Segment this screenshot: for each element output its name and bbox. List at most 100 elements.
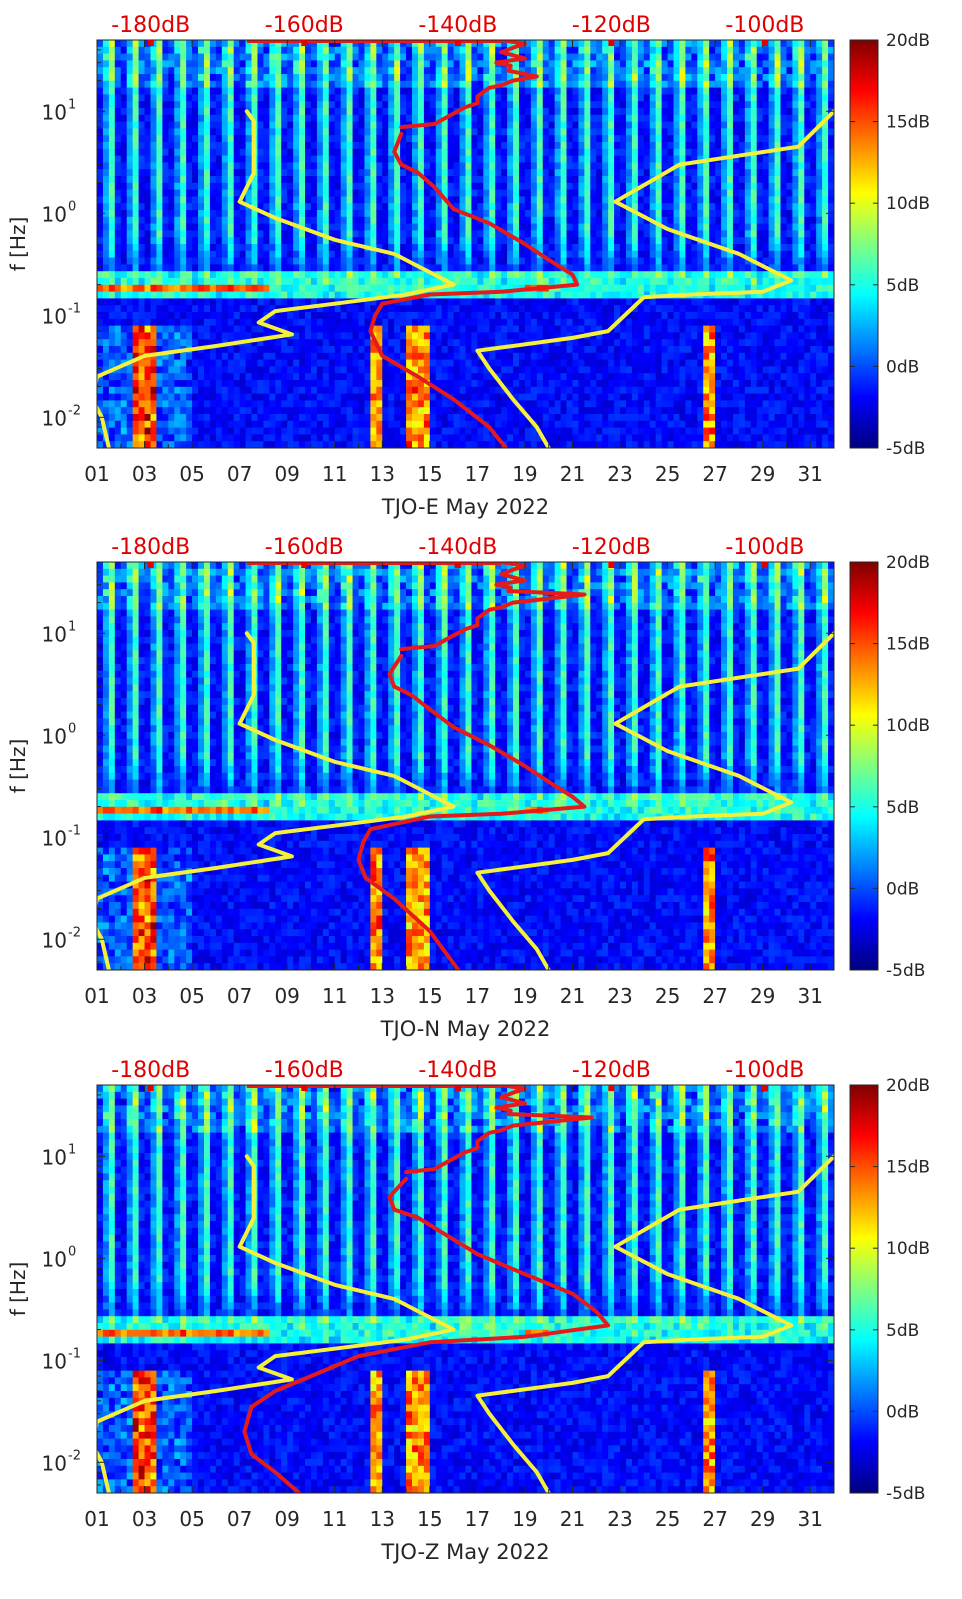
series-line-2	[475, 631, 834, 970]
x-tick-label: 25	[655, 1507, 680, 1531]
x-tick-label: 23	[607, 984, 632, 1008]
series-line-2	[475, 109, 834, 448]
x-tick-label: 05	[179, 1507, 204, 1531]
x-tick-label: 17	[465, 1507, 490, 1531]
top-tick-mark	[147, 40, 154, 46]
colorbar-tick-label: 5dB	[886, 1321, 919, 1341]
x-tick-label: 13	[370, 1507, 395, 1531]
x-tick-label: 05	[179, 984, 204, 1008]
top-tick-label: -100dB	[725, 1058, 804, 1083]
series-line-1	[97, 631, 456, 970]
colorbar-tick-label: 20dB	[886, 1076, 930, 1096]
y-tick-label: 10	[42, 202, 67, 226]
x-tick-label: 11	[322, 984, 347, 1008]
x-tick-label: 31	[797, 462, 822, 486]
series-line-2	[475, 1154, 834, 1493]
x-tick-label: 21	[560, 462, 585, 486]
spectrogram-heatmap	[97, 562, 834, 970]
series-line-3	[356, 653, 587, 970]
colorbar: -5dB 0dB 5dB 10dB 15dB 20dB	[849, 31, 930, 459]
top-tick-mark	[608, 40, 615, 46]
y-tick-label: 10	[42, 724, 67, 748]
spectrogram-heatmap	[97, 1085, 834, 1493]
y-axis-label: f [Hz]	[6, 217, 30, 272]
x-tick-label: 05	[179, 462, 204, 486]
spectrogram-heatmap	[97, 40, 834, 448]
top-tick-label: -120dB	[572, 1058, 651, 1083]
x-tick-label: 29	[750, 984, 775, 1008]
top-tick-mark	[454, 562, 461, 568]
x-axis-label: TJO-Z May 2022	[380, 1540, 549, 1564]
series-line-4	[399, 40, 539, 130]
top-tick-label: -100dB	[725, 13, 804, 38]
series-line-3	[242, 1176, 611, 1493]
x-tick-label: 27	[702, 1507, 727, 1531]
colorbar-tick-label: 0dB	[886, 879, 919, 899]
colorbar-tick-label: 20dB	[886, 31, 930, 51]
top-tick-label: -160dB	[265, 1058, 344, 1083]
top-tick-mark	[608, 562, 615, 568]
x-tick-label: 11	[322, 462, 347, 486]
top-tick-mark	[301, 562, 308, 568]
y-tick-exponent: -2	[68, 403, 81, 418]
top-tick-label: -180dB	[111, 1058, 190, 1083]
series-line-1	[97, 1154, 456, 1493]
series-line-1	[97, 109, 456, 448]
y-tick-label: 10	[42, 826, 67, 850]
x-tick-label: 11	[322, 1507, 347, 1531]
colorbar-scale	[849, 39, 879, 449]
top-tick-label: -160dB	[265, 535, 344, 560]
colorbar-tick-label: 20dB	[886, 553, 930, 573]
y-tick-label: 10	[42, 622, 67, 646]
y-tick-label: 10	[42, 1451, 67, 1475]
top-tick-label: -180dB	[111, 535, 190, 560]
x-tick-label: 23	[607, 462, 632, 486]
x-tick-label: 15	[417, 1507, 442, 1531]
top-tick-mark	[454, 40, 461, 46]
top-tick-label: -100dB	[725, 535, 804, 560]
series-line-3	[368, 131, 580, 448]
colorbar-tick-label: -5dB	[886, 1484, 925, 1504]
y-tick-label: 10	[42, 1247, 67, 1271]
y-tick-label: 10	[42, 100, 67, 124]
colorbar-scale	[849, 561, 879, 971]
y-tick-label: 10	[42, 1349, 67, 1373]
y-axis-label: f [Hz]	[6, 739, 30, 794]
x-tick-label: 09	[274, 462, 299, 486]
x-tick-label: 25	[655, 462, 680, 486]
y-tick-exponent: 0	[68, 721, 76, 736]
colorbar-tick-label: 5dB	[886, 276, 919, 296]
top-tick-label: -160dB	[265, 13, 344, 38]
x-tick-label: 25	[655, 984, 680, 1008]
y-tick-exponent: 0	[68, 1244, 76, 1259]
colorbar: -5dB 0dB 5dB 10dB 15dB 20dB	[849, 1076, 930, 1504]
top-tick-label: -140dB	[418, 1058, 497, 1083]
x-tick-label: 27	[702, 462, 727, 486]
y-tick-exponent: 0	[68, 199, 76, 214]
x-tick-label: 03	[132, 462, 157, 486]
series-line-4	[399, 562, 587, 652]
y-tick-exponent: -1	[68, 301, 81, 316]
colorbar-tick-label: 0dB	[886, 357, 919, 377]
x-tick-label: 07	[227, 462, 252, 486]
colorbar-tick-label: -5dB	[886, 961, 925, 981]
top-tick-mark	[454, 1085, 461, 1091]
top-tick-label: -120dB	[572, 13, 651, 38]
top-tick-mark	[608, 1085, 615, 1091]
x-tick-label: 31	[797, 984, 822, 1008]
top-tick-mark	[761, 40, 768, 46]
x-tick-label: 07	[227, 1507, 252, 1531]
x-tick-label: 19	[512, 984, 537, 1008]
y-tick-exponent: 1	[68, 1142, 76, 1157]
top-tick-mark	[761, 562, 768, 568]
colorbar-tick-label: 15dB	[886, 635, 930, 655]
colorbar-tick-label: -5dB	[886, 439, 925, 459]
series-line-4	[404, 1085, 594, 1175]
y-axis-label: f [Hz]	[6, 1262, 30, 1317]
x-tick-label: 29	[750, 1507, 775, 1531]
x-tick-label: 23	[607, 1507, 632, 1531]
x-tick-label: 29	[750, 462, 775, 486]
